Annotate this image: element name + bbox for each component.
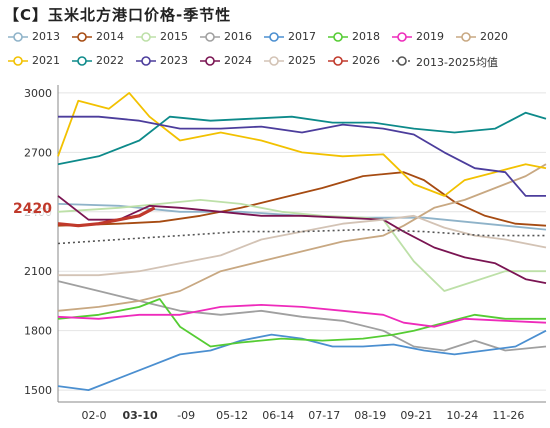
x-tick-label: 03-10 bbox=[122, 409, 158, 422]
legend-label: 2020 bbox=[480, 30, 508, 43]
series-line-2013-2025均值 bbox=[57, 228, 546, 245]
y-tick-label: 1800 bbox=[24, 325, 52, 338]
legend-swatch-icon bbox=[264, 32, 284, 42]
chart-title: 【C】玉米北方港口价格-季节性 bbox=[4, 6, 232, 24]
legend-label: 2019 bbox=[416, 30, 444, 43]
legend-label: 2025 bbox=[288, 54, 316, 67]
series-line-2018 bbox=[57, 298, 546, 348]
x-tick-label: 11-26 bbox=[492, 409, 524, 422]
series-line-2014 bbox=[57, 171, 547, 227]
y-tick-label: 1500 bbox=[24, 384, 52, 397]
legend-swatch-icon bbox=[328, 32, 348, 42]
legend-label: 2022 bbox=[96, 54, 124, 67]
y-tick-label: 2100 bbox=[24, 265, 52, 278]
legend-swatch-icon bbox=[200, 56, 220, 66]
legend-swatch-icon bbox=[136, 56, 156, 66]
legend-label: 2013 bbox=[32, 30, 60, 43]
legend-label: 2013-2025均值 bbox=[416, 56, 498, 69]
y-tick-label: 2700 bbox=[24, 146, 52, 159]
legend-swatch-icon bbox=[72, 56, 92, 66]
series-line-2024 bbox=[57, 195, 547, 284]
legend-swatch-icon bbox=[264, 56, 284, 66]
legend-swatch-icon bbox=[8, 56, 28, 66]
legend-swatch-icon bbox=[328, 56, 348, 66]
x-tick-label: 09-21 bbox=[400, 409, 432, 422]
legend-label: 2021 bbox=[32, 54, 60, 67]
legend-swatch-icon bbox=[136, 32, 156, 42]
series-line-2021 bbox=[57, 92, 547, 197]
legend-swatch-icon bbox=[392, 56, 412, 66]
series-line-2017 bbox=[57, 329, 547, 391]
legend-label: 2023 bbox=[160, 54, 188, 67]
series-line-2020 bbox=[57, 163, 547, 312]
legend-label: 2024 bbox=[224, 54, 252, 67]
series-line-2022 bbox=[57, 111, 547, 166]
legend-label: 2017 bbox=[288, 30, 316, 43]
x-tick-label: 05-12 bbox=[216, 409, 248, 422]
series-line-2015 bbox=[57, 199, 546, 292]
legend-swatch-icon bbox=[200, 32, 220, 42]
legend-label: 2016 bbox=[224, 30, 252, 43]
x-tick-label: 06-14 bbox=[262, 409, 294, 422]
series-line-2023 bbox=[58, 115, 546, 197]
x-tick-label: 10-24 bbox=[446, 409, 478, 422]
legend-label: 2018 bbox=[352, 30, 380, 43]
legend-label: 2014 bbox=[96, 30, 124, 43]
x-tick-label: 08-19 bbox=[354, 409, 386, 422]
x-tick-label: 02-0 bbox=[82, 409, 107, 422]
y-tick-label: 3000 bbox=[24, 87, 52, 100]
legend-swatch-icon bbox=[456, 32, 476, 42]
series-line-2025 bbox=[58, 214, 547, 277]
legend-swatch-icon bbox=[392, 32, 412, 42]
legend-label: 2015 bbox=[160, 30, 188, 43]
x-tick-label: -09 bbox=[177, 409, 195, 422]
x-tick-label: 07-17 bbox=[308, 409, 340, 422]
legend-swatch-icon bbox=[72, 32, 92, 42]
legend-swatch-icon bbox=[8, 32, 28, 42]
series-line-2026 bbox=[57, 206, 156, 228]
highlight-value-label: 2420 bbox=[13, 201, 52, 217]
legend-label: 2026 bbox=[352, 54, 380, 67]
series-line-2016 bbox=[57, 280, 547, 352]
highlight-value-bg bbox=[2, 198, 54, 216]
series-line-2019 bbox=[57, 304, 547, 328]
